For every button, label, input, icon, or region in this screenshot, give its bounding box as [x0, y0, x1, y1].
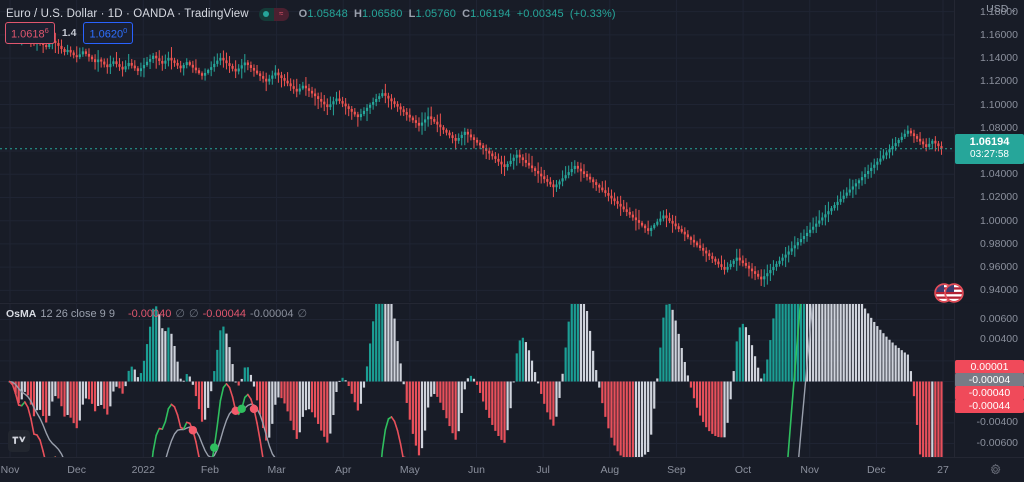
- time-tick-label: Sep: [667, 464, 686, 476]
- current-price-value: 1.06194: [969, 135, 1010, 148]
- indicator-value-2: ∅: [189, 308, 199, 320]
- price-tick-label: 1.16000: [980, 28, 1018, 41]
- indicator-value-0: -0.00040: [127, 307, 172, 320]
- price-scale[interactable]: USD ⌄ 1.06194 03:27:58 1.18000 1.16000 1.14…: [954, 0, 1024, 302]
- gear-icon[interactable]: [989, 463, 1002, 476]
- price-scale-unit[interactable]: USD ⌄: [986, 3, 1017, 15]
- time-tick-label: May: [399, 464, 420, 476]
- price-tick-label: 0.94000: [980, 284, 1018, 297]
- price-chart-pane[interactable]: [0, 0, 955, 302]
- time-tick-label: 27: [937, 464, 949, 476]
- price-tick-label: 1.10000: [980, 98, 1018, 111]
- bid-price-badge[interactable]: 1.06186: [5, 22, 55, 44]
- ohlc-high-key: H: [353, 8, 362, 20]
- indicator-legend[interactable]: OsMA 12 26 close 9 9 -0.00040 ∅ ∅ -0.000…: [6, 307, 308, 321]
- toggle-dot-icon: [263, 11, 270, 17]
- ohlc-low-key: L: [408, 8, 416, 20]
- ohlc-close-key: C: [462, 8, 471, 20]
- time-tick-label: Dec: [867, 464, 886, 476]
- price-tick-label: 1.08000: [980, 121, 1018, 134]
- time-tick-label: 2022: [131, 464, 155, 476]
- ask-price-fraction: 0: [123, 26, 128, 35]
- ohlc-close-value: 1.06194: [470, 8, 511, 20]
- chevron-down-icon: ⌄: [1010, 5, 1017, 14]
- currency-flags-icon[interactable]: [932, 283, 966, 303]
- price-tick-label: 1.18000: [980, 5, 1018, 18]
- time-axis[interactable]: Nov Dec 2022 Feb Mar Apr May Jun Jul Aug Sep Oct Nov…: [0, 457, 1024, 482]
- bid-ask-badges: 1.06186 1.4 1.06200: [5, 22, 134, 44]
- price-tick-label: 1.00000: [980, 214, 1018, 227]
- bid-price-fraction: 6: [44, 26, 49, 35]
- indicator-tick-label: 0.00600: [980, 312, 1018, 325]
- indicator-value-1: ∅: [175, 308, 185, 320]
- time-tick-label: Apr: [335, 464, 352, 476]
- price-tick-label: 1.04000: [980, 168, 1018, 181]
- indicator-tick-label: -0.00600: [976, 436, 1018, 449]
- price-tick-label: 1.02000: [980, 191, 1018, 204]
- time-tick-label: Feb: [200, 464, 219, 476]
- ohlc-low-value: 1.05760: [415, 8, 456, 20]
- ohlc-open-value: 1.05848: [307, 8, 348, 20]
- bar-countdown: 03:27:58: [970, 148, 1009, 160]
- bid-price-value: 1.0618: [11, 28, 45, 41]
- toggle-right-half: ≈: [273, 7, 289, 21]
- ask-price-value: 1.0620: [89, 28, 124, 41]
- price-tick-label: 1.12000: [980, 75, 1018, 88]
- toggle-left-half: [258, 7, 274, 21]
- indicator-tick-label: 0.00400: [980, 333, 1018, 346]
- tradingview-logo-icon[interactable]: [8, 430, 30, 452]
- ohlc-values: O1.05848 H1.06580 L1.05760 C1.06194 +0.0…: [299, 8, 616, 20]
- spread-value: 1.4: [61, 26, 77, 39]
- time-tick-label: Jun: [468, 464, 485, 476]
- price-tick-label: 1.14000: [980, 52, 1018, 65]
- indicator-params: 12 26 close 9 9: [40, 307, 115, 320]
- indicator-tick-label: -0.00400: [976, 415, 1018, 428]
- time-tick-label: Aug: [600, 464, 620, 476]
- price-tick-label: 0.96000: [980, 261, 1018, 274]
- indicator-name[interactable]: OsMA: [6, 307, 37, 320]
- time-tick-label: Oct: [734, 464, 752, 476]
- price-tick-label: 0.98000: [980, 237, 1018, 250]
- ohlc-change-percent: (+0.33%): [569, 8, 616, 20]
- time-tick-label: Dec: [67, 464, 86, 476]
- price-candles: [0, 0, 955, 302]
- ohlc-change: +0.00345: [516, 8, 564, 20]
- ohlc-high-value: 1.06580: [362, 8, 403, 20]
- indicator-value-4: -0.00004: [250, 307, 294, 320]
- indicator-value-badge[interactable]: -0.00044: [955, 398, 1024, 413]
- indicator-value-5: ∅: [297, 308, 308, 320]
- indicator-value-badge[interactable]: -0.00004: [955, 372, 1024, 387]
- osma-histogram: [0, 304, 955, 459]
- indicator-scale[interactable]: 0.006000.004000.002000.00000-0.00200-0.0…: [954, 303, 1024, 458]
- indicator-value-badge[interactable]: 0.00001: [955, 359, 1024, 374]
- time-tick-label: Nov: [0, 464, 20, 476]
- chart-header: Euro / U.S. Dollar · 1D · OANDA · Tradin…: [0, 0, 616, 25]
- time-tick-label: Mar: [267, 464, 286, 476]
- symbol-title[interactable]: Euro / U.S. Dollar · 1D · OANDA · Tradin…: [6, 8, 249, 20]
- time-tick-label: Nov: [800, 464, 820, 476]
- ask-price-badge[interactable]: 1.06200: [83, 22, 134, 44]
- tradingview-logo-glyph: [12, 436, 26, 444]
- osma-indicator-pane[interactable]: [0, 303, 955, 459]
- series-style-toggle-icon[interactable]: ≈: [258, 7, 289, 21]
- indicator-value-badge[interactable]: -0.00040: [955, 385, 1024, 400]
- current-price-badge[interactable]: 1.06194 03:27:58: [955, 133, 1024, 164]
- ohlc-open-key: O: [298, 8, 308, 20]
- time-tick-label: Jul: [536, 464, 550, 476]
- indicator-value-3: -0.00044: [202, 307, 247, 320]
- price-scale-unit-label: USD: [986, 3, 1009, 15]
